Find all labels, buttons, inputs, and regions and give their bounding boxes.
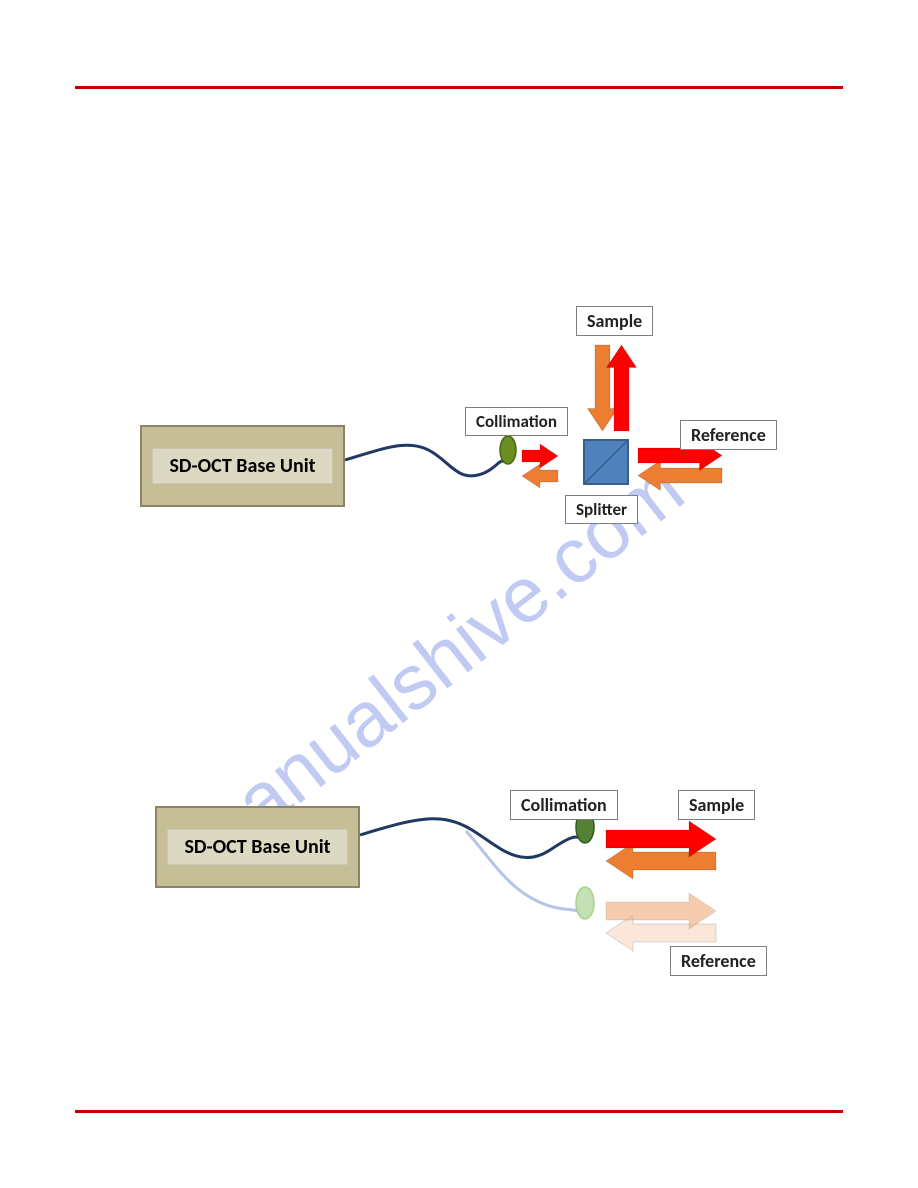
label-sample-2: Sample [678, 790, 755, 820]
arrows-diagram-2 [0, 0, 918, 1188]
label-collimation-2: Collimation [510, 790, 618, 820]
label-reference-2: Reference [670, 946, 767, 976]
